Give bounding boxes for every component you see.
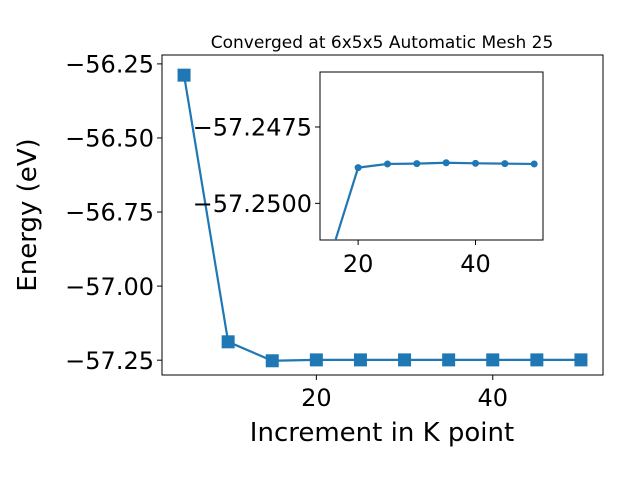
- main-data-point: [221, 335, 235, 349]
- main-y-tick-label: −56.25: [65, 51, 154, 79]
- main-title: Converged at 6x5x5 Automatic Mesh 25: [211, 33, 554, 53]
- main-x-tick-label: 40: [477, 384, 508, 412]
- inset-axes-layer: 20 40 −57.2500 −57.2475: [193, 114, 491, 278]
- inset-x-tick-label: 40: [460, 250, 491, 278]
- inset-data-point: [501, 160, 509, 168]
- main-data-point: [530, 353, 544, 367]
- inset-y-tick-label: −57.2500: [193, 190, 312, 218]
- main-data-point: [398, 353, 412, 367]
- inset-data-point: [530, 160, 538, 168]
- main-data-point: [309, 353, 323, 367]
- main-x-tick-label: 20: [301, 384, 332, 412]
- main-data-point: [353, 353, 367, 367]
- main-y-axis-label: Energy (eV): [13, 138, 43, 291]
- main-axes-layer: 20 40 −56.25 −56.50 −56.75 −57.00 −57.25: [65, 51, 508, 412]
- main-y-tick-label: −56.50: [65, 125, 154, 153]
- main-data-point: [486, 353, 500, 367]
- main-data-point: [265, 354, 279, 368]
- main-data-point: [442, 353, 456, 367]
- inset-x-tick-label: 20: [343, 250, 374, 278]
- main-data-point: [574, 353, 588, 367]
- inset-data-point: [442, 159, 450, 167]
- inset-data-point: [413, 160, 421, 168]
- main-data-point: [177, 68, 191, 82]
- main-y-tick-label: −57.25: [65, 347, 154, 375]
- inset-data-point: [472, 159, 480, 167]
- inset-plot-area: [319, 71, 544, 241]
- inset-data-point: [383, 160, 391, 168]
- inset-plot: 20 40 −57.2500 −57.2475: [193, 71, 544, 278]
- inset-data-point: [354, 164, 362, 172]
- main-series-layer: [177, 68, 588, 368]
- inset-series-line: [334, 161, 535, 240]
- main-y-tick-label: −57.00: [65, 273, 154, 301]
- main-y-tick-label: −56.75: [65, 199, 154, 227]
- inset-y-tick-label: −57.2475: [193, 114, 312, 142]
- inset-series-layer: [334, 159, 538, 240]
- main-series-line: [182, 74, 581, 362]
- main-x-axis-label: Increment in K point: [250, 418, 514, 448]
